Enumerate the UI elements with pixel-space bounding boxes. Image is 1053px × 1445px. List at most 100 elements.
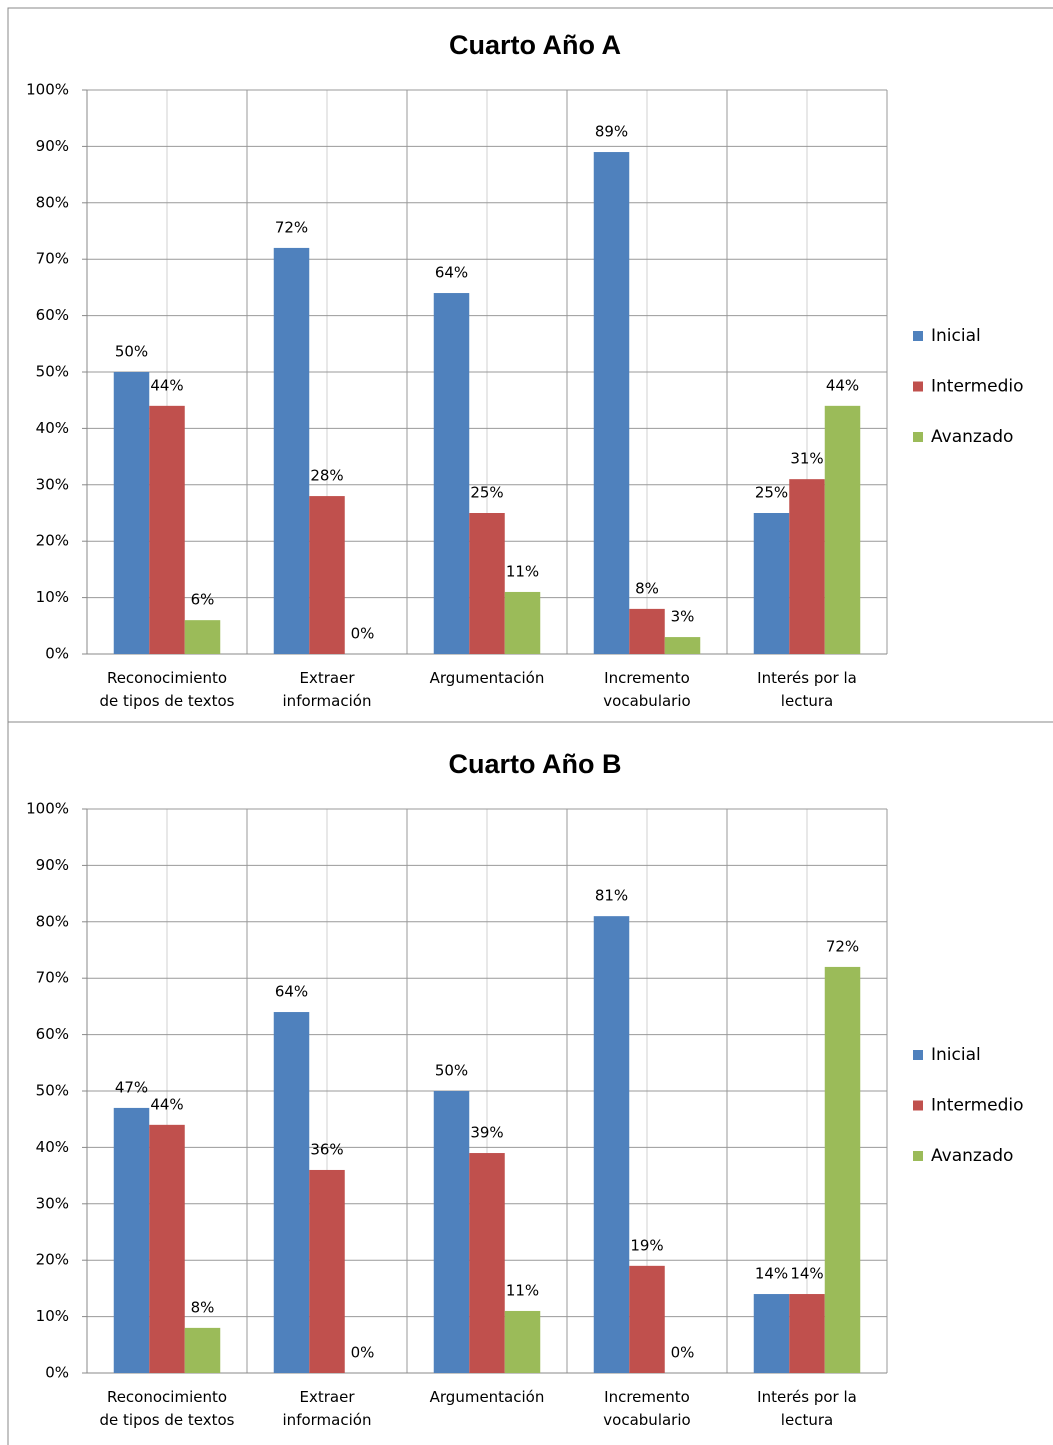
data-label: 44% bbox=[150, 1095, 183, 1113]
chart-frame bbox=[7, 721, 1053, 1445]
y-tick-label: 80% bbox=[36, 193, 69, 211]
data-label: 19% bbox=[630, 1236, 663, 1254]
data-label: 8% bbox=[191, 1298, 215, 1316]
data-label: 25% bbox=[755, 484, 788, 502]
bar bbox=[433, 293, 470, 654]
x-tick-label: Argumentación bbox=[430, 669, 545, 687]
data-label: 44% bbox=[826, 376, 859, 394]
x-tick-label: Reconocimiento de tipos de textos bbox=[100, 1388, 235, 1429]
bar bbox=[309, 1169, 345, 1373]
legend-label: Avanzado bbox=[931, 427, 1013, 447]
y-tick-label: 10% bbox=[36, 1307, 69, 1325]
legend-label: Inicial bbox=[931, 326, 981, 346]
legend-label: Inicial bbox=[931, 1045, 981, 1065]
bar bbox=[433, 1091, 470, 1373]
legend-swatch bbox=[913, 1050, 923, 1060]
y-tick-label: 30% bbox=[36, 475, 69, 493]
bar bbox=[593, 152, 630, 655]
data-label: 14% bbox=[790, 1265, 823, 1283]
bar bbox=[469, 513, 505, 654]
x-tick-label: Reconocimiento de tipos de textos bbox=[100, 669, 235, 710]
y-tick-label: 20% bbox=[36, 1251, 69, 1269]
y-tick-label: 50% bbox=[36, 363, 69, 381]
data-label: 44% bbox=[150, 376, 183, 394]
x-tick-label-line: Extraer bbox=[300, 1388, 356, 1406]
y-tick-label: 60% bbox=[36, 306, 69, 324]
x-tick-label-line: vocabulario bbox=[603, 692, 690, 710]
x-tick-label-line: Argumentación bbox=[430, 1388, 545, 1406]
x-tick-label-line: Reconocimiento bbox=[107, 1388, 227, 1406]
data-label: 31% bbox=[790, 450, 823, 468]
y-tick-label: 90% bbox=[36, 856, 69, 874]
data-label: 36% bbox=[310, 1140, 343, 1158]
data-label: 8% bbox=[635, 579, 659, 597]
data-label: 64% bbox=[435, 264, 468, 282]
data-label: 89% bbox=[595, 123, 628, 141]
bar bbox=[824, 405, 861, 654]
bar bbox=[184, 620, 221, 654]
y-tick-label: 70% bbox=[36, 250, 69, 268]
bar bbox=[113, 1107, 150, 1373]
x-tick-label-line: Interés por la bbox=[757, 669, 857, 687]
legend-swatch bbox=[913, 1151, 923, 1161]
y-tick-label: 10% bbox=[36, 588, 69, 606]
bar bbox=[184, 1327, 221, 1373]
data-label: 28% bbox=[310, 467, 343, 485]
legend-swatch bbox=[913, 1100, 923, 1111]
x-tick-label-line: de tipos de textos bbox=[100, 692, 235, 710]
data-label: 0% bbox=[671, 1344, 695, 1362]
y-tick-label: 0% bbox=[45, 1364, 69, 1382]
data-label: 72% bbox=[275, 218, 308, 236]
y-tick-label: 90% bbox=[36, 137, 69, 155]
x-tick-label: Incremento vocabulario bbox=[603, 1388, 690, 1429]
bar bbox=[629, 1265, 665, 1373]
bar bbox=[504, 591, 541, 654]
bar bbox=[309, 496, 345, 654]
y-tick-label: 40% bbox=[36, 1138, 69, 1156]
x-tick-label-line: vocabulario bbox=[603, 1411, 690, 1429]
bar bbox=[273, 247, 310, 655]
data-label: 3% bbox=[671, 608, 695, 626]
x-tick-label-line: Extraer bbox=[300, 669, 356, 687]
x-tick-label-line: lectura bbox=[781, 692, 833, 710]
y-tick-label: 100% bbox=[26, 800, 69, 818]
data-label: 25% bbox=[470, 484, 503, 502]
chart-title: Cuarto Año B bbox=[449, 749, 622, 779]
x-tick-label-line: Reconocimiento bbox=[107, 669, 227, 687]
legend-label: Avanzado bbox=[931, 1146, 1013, 1166]
data-label: 11% bbox=[506, 562, 539, 580]
bar bbox=[593, 916, 630, 1373]
legend-swatch bbox=[913, 381, 923, 392]
bar bbox=[504, 1310, 541, 1373]
bar bbox=[789, 479, 825, 654]
x-tick-label-line: información bbox=[283, 1411, 372, 1429]
legend-label: Intermedio bbox=[931, 1096, 1024, 1116]
y-tick-label: 100% bbox=[26, 81, 69, 99]
x-tick-label: Extraer información bbox=[283, 669, 372, 710]
bar bbox=[469, 1153, 505, 1373]
data-label: 6% bbox=[191, 591, 215, 609]
legend-label: Intermedio bbox=[931, 377, 1024, 397]
y-tick-label: 80% bbox=[36, 912, 69, 930]
bar bbox=[824, 966, 861, 1373]
bar bbox=[629, 608, 665, 654]
bar bbox=[664, 637, 701, 654]
x-tick-label-line: información bbox=[283, 692, 372, 710]
x-tick-label-line: lectura bbox=[781, 1411, 833, 1429]
bar bbox=[149, 405, 185, 654]
bar bbox=[149, 1124, 185, 1373]
legend-swatch bbox=[913, 331, 923, 341]
data-label: 11% bbox=[506, 1281, 539, 1299]
y-tick-label: 50% bbox=[36, 1082, 69, 1100]
x-tick-label: Interés por la lectura bbox=[757, 1388, 857, 1429]
y-tick-label: 0% bbox=[45, 645, 69, 663]
y-tick-label: 30% bbox=[36, 1194, 69, 1212]
data-label: 81% bbox=[595, 887, 628, 905]
y-tick-label: 40% bbox=[36, 419, 69, 437]
x-tick-label: Incremento vocabulario bbox=[603, 669, 690, 710]
data-label: 0% bbox=[351, 625, 375, 643]
data-label: 47% bbox=[115, 1078, 148, 1096]
data-label: 72% bbox=[826, 937, 859, 955]
bar bbox=[273, 1012, 310, 1373]
x-tick-label-line: Incremento bbox=[604, 1388, 690, 1406]
